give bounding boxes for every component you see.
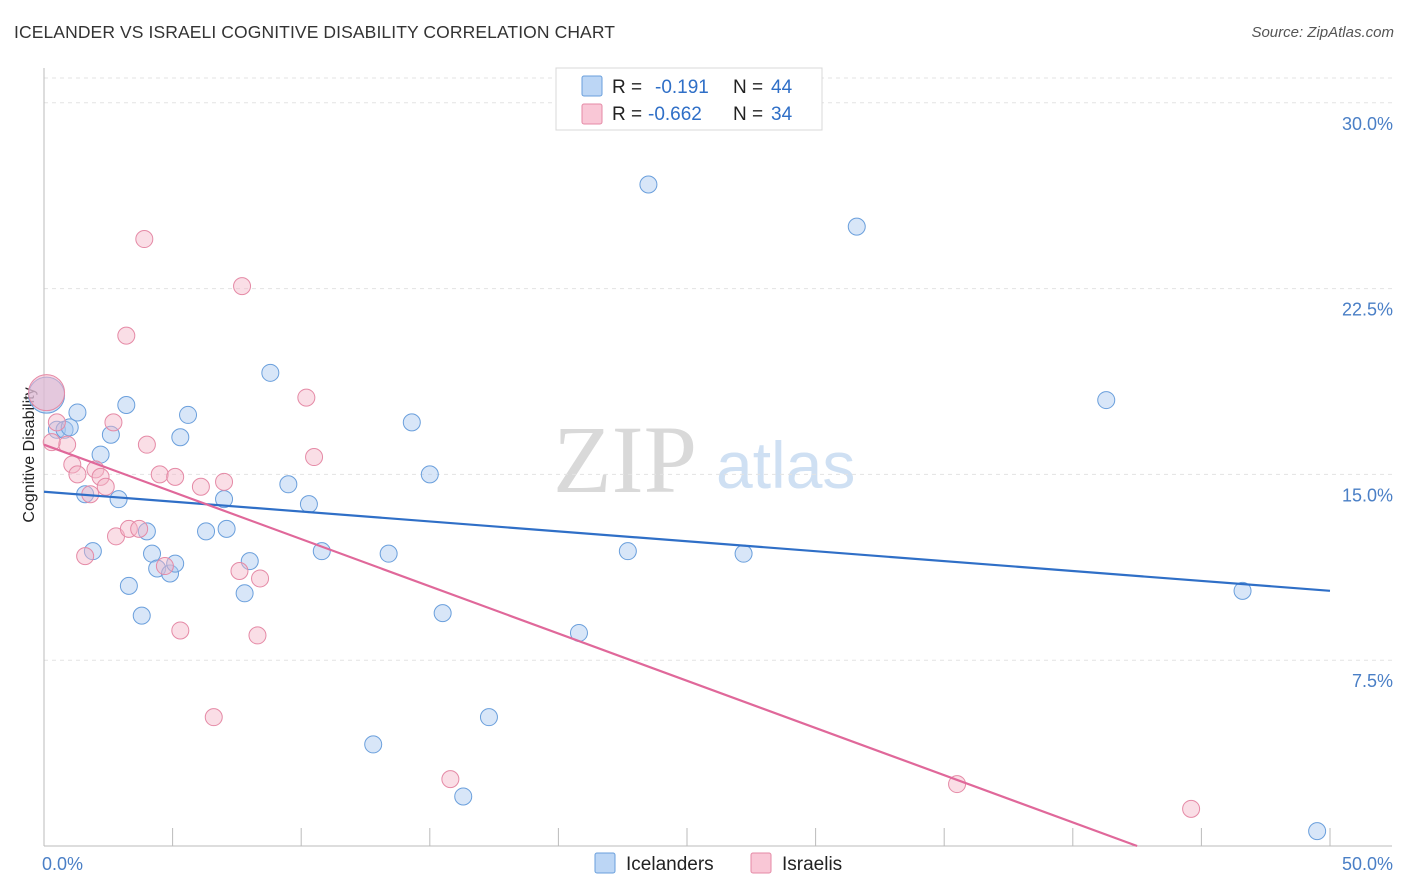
icelander-point <box>68 403 87 422</box>
icelander-point <box>179 405 198 424</box>
icelander-point <box>197 522 216 541</box>
icelander-point <box>166 554 185 573</box>
icelander-point <box>402 413 421 432</box>
icelander-point <box>171 428 190 447</box>
icelander-point <box>1233 581 1252 600</box>
israeli-point <box>233 277 252 296</box>
israeli-point <box>68 465 87 484</box>
israeli-point <box>135 230 154 249</box>
bottom-legend-swatch-icelanders <box>594 852 616 874</box>
stats-legend: R = -0.191 N = 44 R = -0.662 N = 34 <box>555 67 823 131</box>
israeli-point <box>1182 799 1201 818</box>
israeli-point <box>155 557 174 576</box>
israeli-point <box>119 519 138 538</box>
icelander-point <box>299 495 318 514</box>
icelander-point <box>364 735 383 754</box>
bottom-legend-label-icelanders: Icelanders <box>626 854 714 875</box>
bottom-legend-swatch-israelis <box>750 852 772 874</box>
y-axis-label: Cognitive Disability <box>21 387 38 522</box>
watermark-atlas: atlas <box>716 428 855 502</box>
icelander-point <box>55 420 74 439</box>
series-israelis <box>28 230 1201 818</box>
series-layer <box>28 175 1331 848</box>
icelander-point <box>618 542 637 561</box>
legend-n-value-1: 44 <box>771 77 793 98</box>
series-legend: Icelanders Israelis <box>594 852 842 875</box>
legend-n-label-2: N = <box>733 104 763 125</box>
icelander-point <box>132 606 151 625</box>
y-tick-label: 15.0% <box>1342 485 1393 505</box>
israeli-point <box>76 547 95 566</box>
y-tick-labels: 7.5% 15.0% 22.5% 30.0% <box>1342 114 1393 691</box>
y-tick-label: 7.5% <box>1352 671 1393 691</box>
israeli-point <box>230 562 249 581</box>
icelander-point <box>420 465 439 484</box>
legend-swatch-israelis <box>581 103 603 125</box>
legend-r-value-1: -0.191 <box>655 77 709 98</box>
israeli-point <box>137 435 156 454</box>
israeli-point <box>166 467 185 486</box>
israeli-point <box>91 467 110 486</box>
israeli-point <box>251 569 270 588</box>
israeli-point <box>215 472 234 491</box>
israeli-point <box>248 626 267 645</box>
icelander-point <box>261 363 280 382</box>
legend-r-value-2: -0.662 <box>648 104 702 125</box>
israeli-point <box>130 519 149 538</box>
legend-n-label-1: N = <box>733 77 763 98</box>
x-ticks <box>43 828 1331 846</box>
icelander-point <box>117 396 136 415</box>
icelander-point <box>847 217 866 236</box>
y-tick-label: 22.5% <box>1342 300 1393 320</box>
israeli-point <box>117 326 136 345</box>
israeli-point <box>305 448 324 467</box>
icelander-point <box>109 490 128 509</box>
icelander-point <box>119 576 138 595</box>
israeli-point <box>28 374 66 412</box>
source-note: Source: ZipAtlas.com <box>1251 24 1394 41</box>
chart-title: ICELANDER VS ISRAELI COGNITIVE DISABILIT… <box>14 22 616 42</box>
icelander-point <box>454 787 473 806</box>
icelander-point <box>734 544 753 563</box>
icelander-point <box>312 542 331 561</box>
icelander-point <box>217 519 236 538</box>
icelander-point <box>639 175 658 194</box>
icelander-point <box>279 475 298 494</box>
icelander-point <box>479 708 498 727</box>
icelander-point <box>235 584 254 603</box>
y-tick-label: 30.0% <box>1342 114 1393 134</box>
israeli-point <box>150 465 169 484</box>
trend-line-icelanders <box>43 490 1331 592</box>
israeli-point <box>297 388 316 407</box>
israeli-point <box>47 413 66 432</box>
israeli-point <box>204 708 223 727</box>
legend-n-value-2: 34 <box>771 104 793 125</box>
icelander-point <box>1308 822 1327 841</box>
israeli-point <box>441 770 460 789</box>
icelander-point <box>433 604 452 623</box>
israeli-point <box>171 621 190 640</box>
legend-r-label-2: R = <box>612 104 642 125</box>
trend-line-israelis <box>43 443 1138 848</box>
bottom-legend-label-israelis: Israelis <box>782 854 842 875</box>
x-tick-label-max: 50.0% <box>1342 854 1393 874</box>
israeli-point <box>96 477 115 496</box>
legend-r-label-1: R = <box>612 77 642 98</box>
icelander-point <box>379 544 398 563</box>
israeli-point <box>104 413 123 432</box>
x-tick-label-min: 0.0% <box>42 854 83 874</box>
watermark-zip: ZIP <box>553 406 697 513</box>
icelander-point <box>1097 391 1116 410</box>
israeli-point <box>191 477 210 496</box>
legend-swatch-icelanders <box>581 75 603 97</box>
